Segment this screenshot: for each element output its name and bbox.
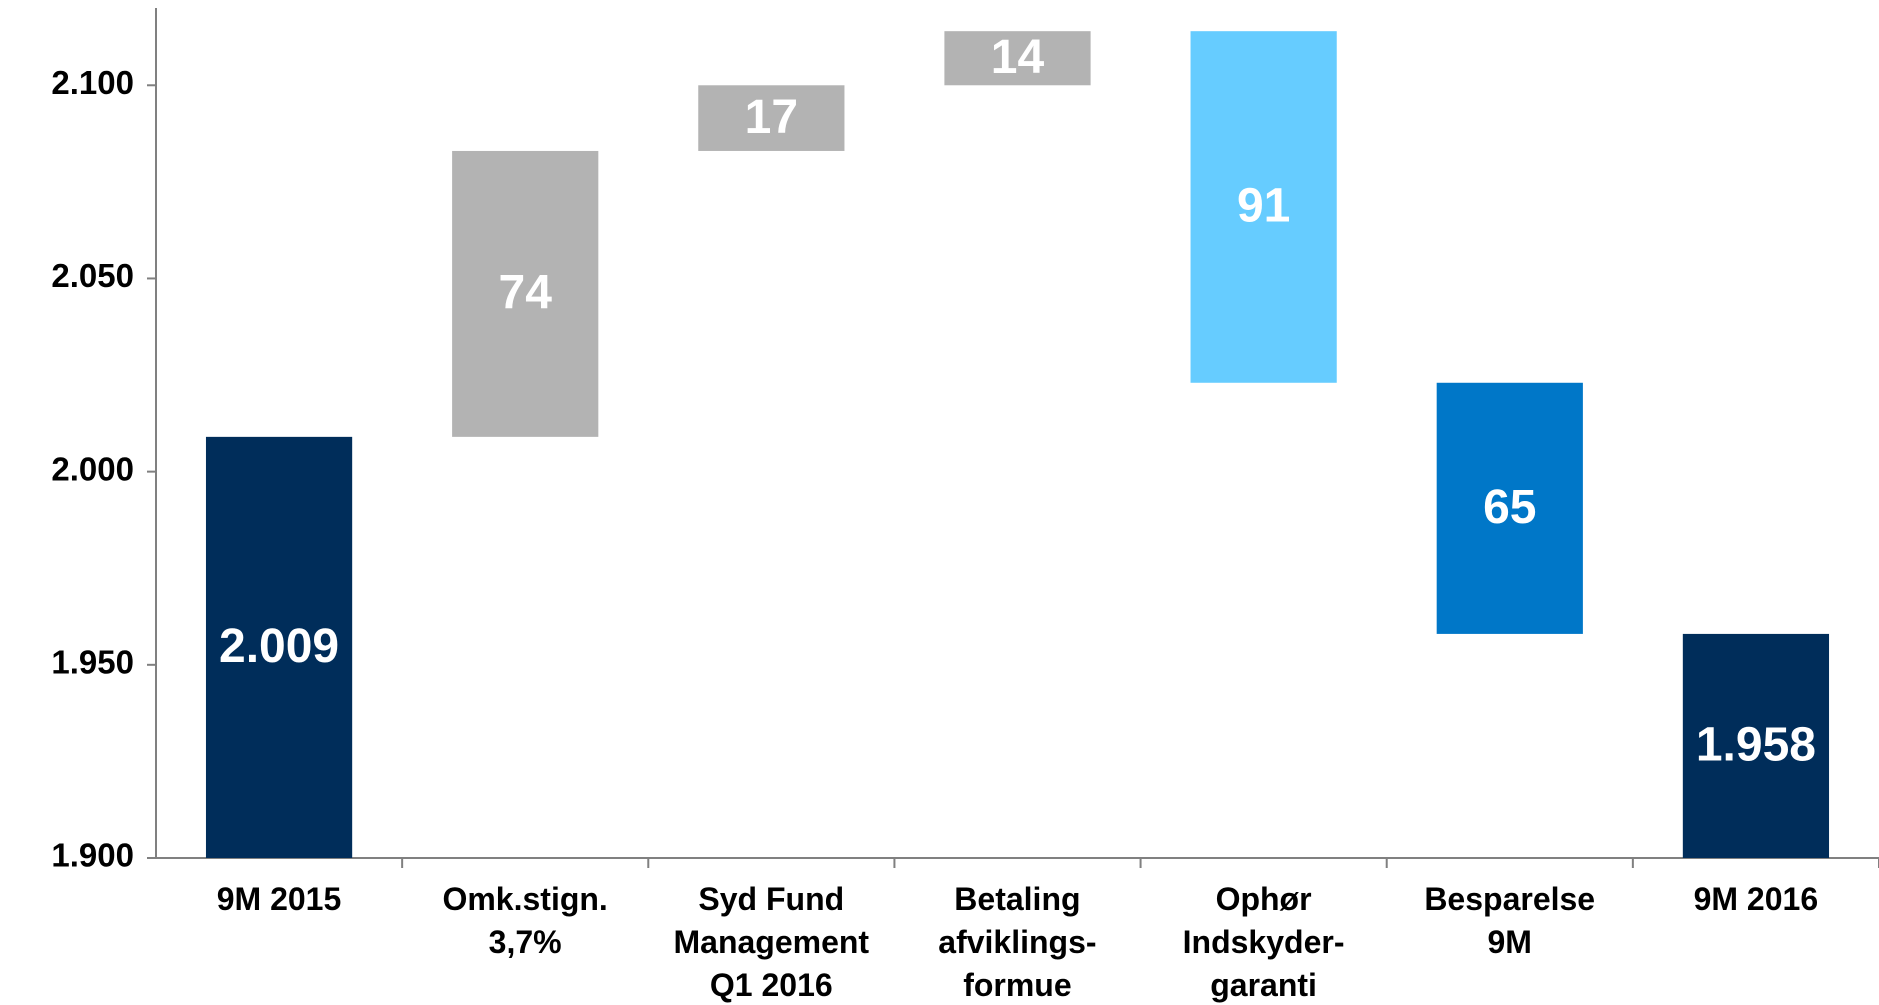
x-tick-label: 9M 2015 (216, 881, 342, 917)
value-label: 74 (499, 267, 553, 320)
bar (1682, 633, 1830, 858)
x-tick-label: Omk.stign. 3,7% (442, 881, 608, 960)
value-label: 65 (1483, 481, 1536, 534)
x-tick-label: Ophør Indskyder- garanti (1182, 881, 1345, 1003)
y-tick-label: 1.950 (51, 644, 134, 681)
bar (944, 31, 1091, 86)
bar (452, 150, 599, 437)
bar (1436, 382, 1583, 634)
value-label: 17 (745, 91, 798, 144)
value-label: 91 (1237, 180, 1290, 233)
y-tick-label: 2.000 (51, 450, 134, 487)
x-tick-label: Syd Fund Management Q1 2016 (673, 881, 870, 1003)
x-tick-label: Betaling afviklings- formue (938, 881, 1097, 1003)
value-label: 2.009 (219, 620, 339, 673)
y-tick-label: 2.050 (51, 257, 134, 294)
value-label: 1.958 (1696, 719, 1816, 772)
bar (1190, 31, 1337, 383)
x-tick-label: 9M 2016 (1693, 881, 1819, 917)
bar (698, 85, 845, 151)
y-tick-label: 2.100 (51, 64, 134, 101)
y-tick-label: 1.900 (51, 837, 134, 874)
bar (205, 436, 353, 858)
value-label: 14 (991, 31, 1045, 84)
x-tick-label: Besparelse 9M (1424, 881, 1596, 960)
